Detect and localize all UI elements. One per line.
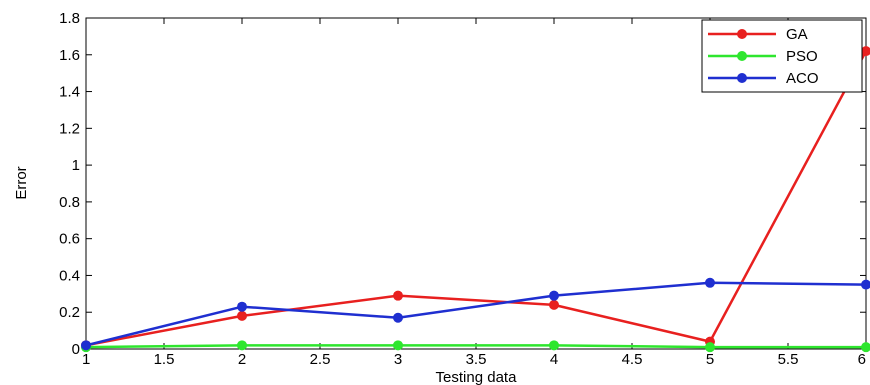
y-tick-label: 0.2 <box>59 304 80 321</box>
x-tick-label: 1.5 <box>154 351 175 368</box>
series-line-ga <box>85 50 868 347</box>
data-point-aco <box>549 290 559 301</box>
data-point-pso <box>549 340 559 351</box>
x-tick-label: 6 <box>858 351 866 368</box>
x-tick-label: 5 <box>706 351 714 368</box>
data-point-aco <box>81 340 91 351</box>
series-aco <box>81 277 870 351</box>
data-point-ga <box>861 46 870 57</box>
series-line-aco <box>85 281 867 347</box>
data-point-aco <box>237 301 247 312</box>
x-tick-label: 2.5 <box>310 351 331 368</box>
legend-marker-aco <box>737 73 747 83</box>
y-axis-ticks: 0 0.2 0.4 0.6 0.8 1 1.2 1.4 1.6 1.8 <box>59 10 866 358</box>
y-tick-label: 1.2 <box>59 120 80 137</box>
x-tick-label: 4.5 <box>622 351 643 368</box>
data-point-ga <box>549 299 559 310</box>
legend-label-aco: ACO <box>786 70 819 87</box>
data-point-pso <box>393 340 403 351</box>
legend: GA PSO ACO <box>701 19 863 93</box>
legend-label-ga: GA <box>786 26 808 43</box>
legend-marker-pso <box>737 51 747 61</box>
data-point-ga <box>393 290 403 301</box>
y-tick-label: 0 <box>72 341 80 358</box>
y-tick-label: 1.6 <box>59 47 80 64</box>
data-point-aco <box>861 279 870 290</box>
series-line-pso <box>85 344 866 349</box>
y-tick-label: 1.4 <box>59 84 80 101</box>
legend-label-pso: PSO <box>786 48 818 65</box>
data-point-aco <box>705 277 715 288</box>
data-point-aco <box>393 312 403 323</box>
y-axis-label: Error <box>13 166 30 199</box>
data-point-pso <box>861 342 870 353</box>
legend-item-pso: PSO <box>708 48 818 65</box>
y-tick-label: 0.4 <box>59 267 80 284</box>
y-tick-label: 1.8 <box>59 10 80 27</box>
legend-item-aco: ACO <box>708 70 819 87</box>
y-tick-label: 1 <box>72 157 80 174</box>
x-tick-label: 3.5 <box>466 351 487 368</box>
data-point-pso <box>237 340 247 351</box>
series-layer <box>81 46 870 353</box>
x-axis-label: Testing data <box>436 369 518 385</box>
legend-item-ga: GA <box>708 26 808 43</box>
x-tick-label: 5.5 <box>778 351 799 368</box>
x-tick-label: 4 <box>550 351 558 368</box>
x-tick-label: 3 <box>394 351 402 368</box>
legend-marker-ga <box>737 29 747 39</box>
data-point-pso <box>705 342 715 353</box>
data-point-ga <box>237 310 247 321</box>
y-tick-label: 0.6 <box>59 231 80 248</box>
x-tick-label: 1 <box>82 351 90 368</box>
y-tick-label: 0.8 <box>59 194 80 211</box>
x-tick-label: 2 <box>238 351 246 368</box>
